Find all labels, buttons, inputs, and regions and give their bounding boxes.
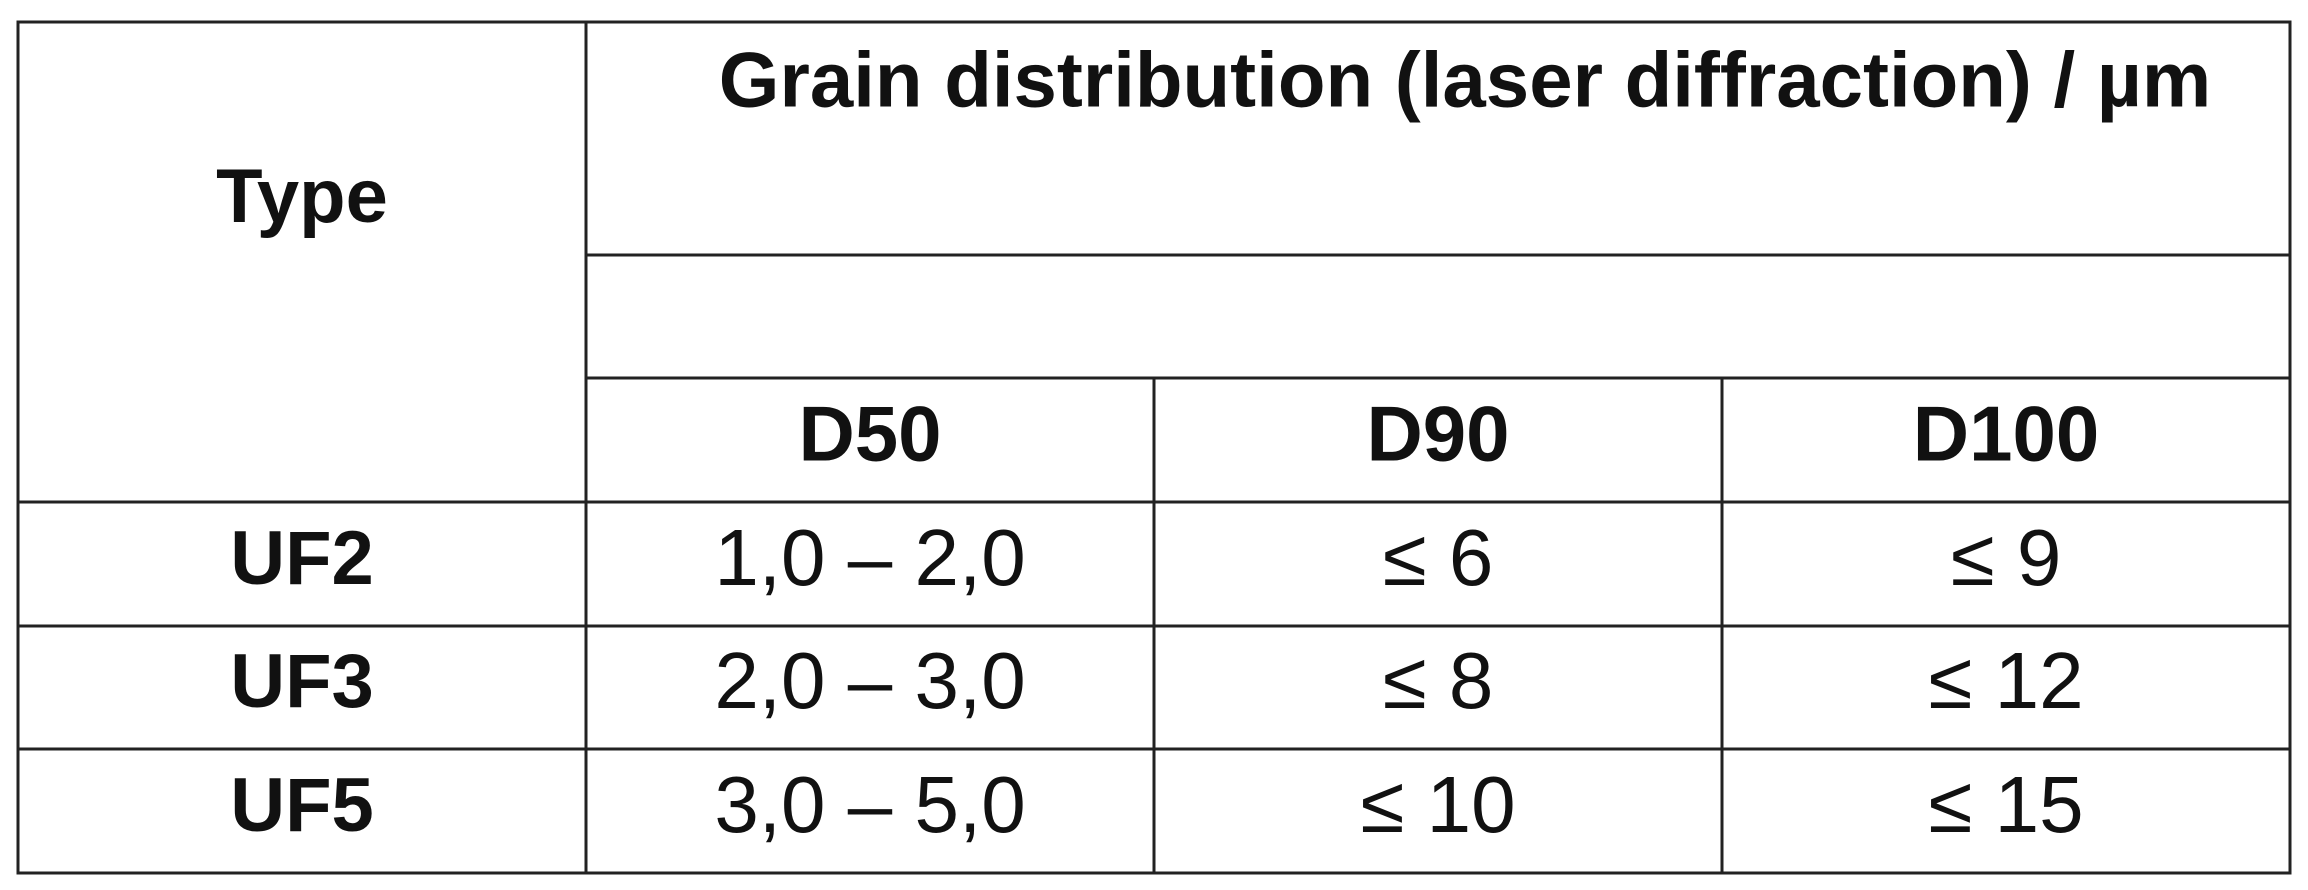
type-header: Type — [216, 154, 388, 239]
column-header: D100 — [1913, 390, 2099, 478]
cell: 3,0 – 5,0 — [714, 760, 1025, 849]
cell: 1,0 – 2,0 — [714, 513, 1025, 602]
row-header: UF5 — [230, 763, 374, 848]
title-header: Grain distribution (laser diffraction) /… — [719, 36, 2211, 124]
cell: 2,0 – 3,0 — [714, 636, 1025, 725]
cell: ≤ 15 — [1928, 760, 2083, 849]
row-header: UF3 — [230, 639, 374, 724]
cell: ≤ 9 — [1951, 513, 2062, 602]
cell: ≤ 10 — [1360, 760, 1515, 849]
column-header: D90 — [1366, 390, 1509, 478]
cell: ≤ 8 — [1383, 636, 1494, 725]
column-header: D50 — [798, 390, 941, 478]
cell: ≤ 12 — [1928, 636, 2083, 725]
cell: ≤ 6 — [1383, 513, 1494, 602]
row-header: UF2 — [230, 516, 374, 601]
